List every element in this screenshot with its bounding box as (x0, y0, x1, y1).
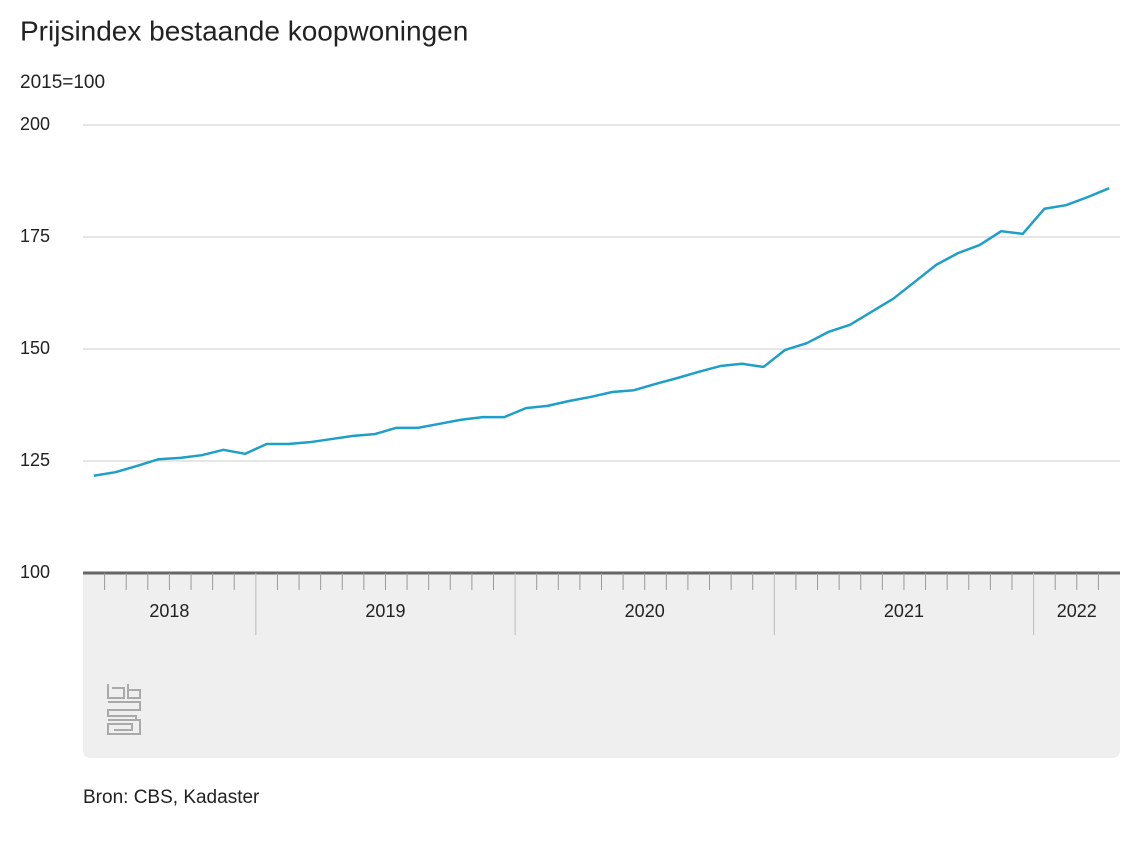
chart-title: Prijsindex bestaande koopwoningen (20, 15, 468, 46)
x-group-label: 2021 (884, 601, 924, 621)
cbs-logo (107, 684, 141, 735)
y-tick-label: 125 (20, 450, 50, 470)
x-group-label: 2022 (1057, 601, 1097, 621)
source: Bron: CBS, Kadaster (83, 787, 260, 808)
x-group-label: 2019 (365, 601, 405, 621)
subtitle: 2015=100 (20, 72, 105, 93)
y-tick-label: 175 (20, 226, 50, 246)
x-group-label: 2020 (625, 601, 665, 621)
y-tick-label: 150 (20, 338, 50, 358)
y-tick-label: 100 (20, 562, 50, 582)
data-line (93, 187, 1110, 478)
x-group-label: 2018 (149, 601, 189, 621)
axis-panel (83, 573, 1120, 758)
y-tick-label: 200 (20, 114, 50, 134)
